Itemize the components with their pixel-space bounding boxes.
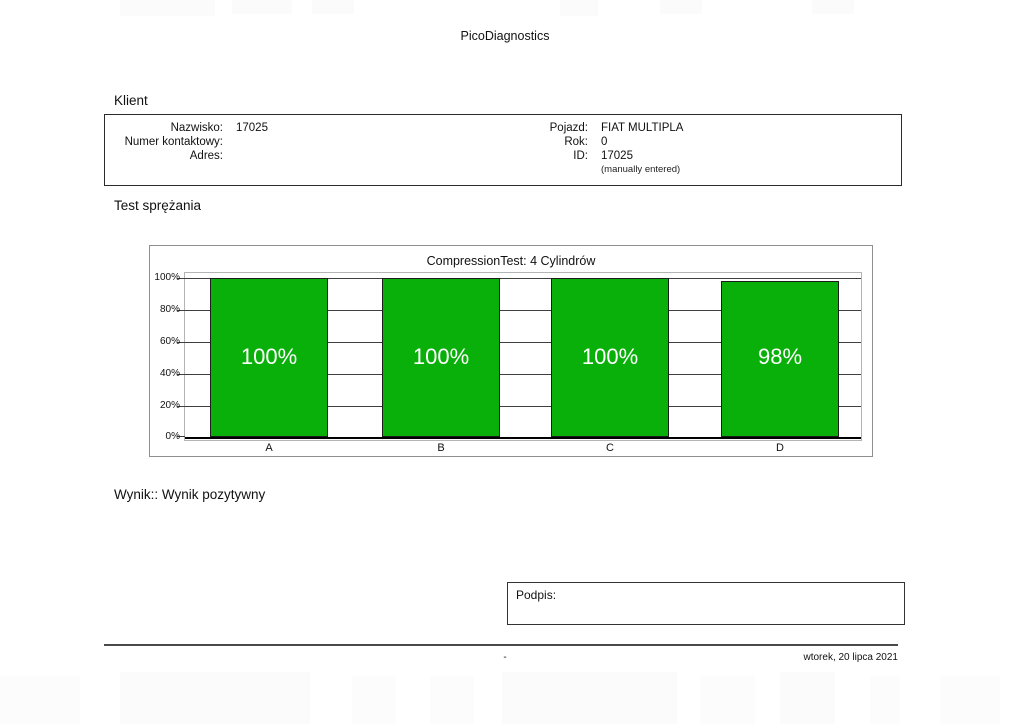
signature-label: Podpis: bbox=[516, 588, 557, 602]
client-info-box: Nazwisko: 17025 Numer kontaktowy: Adres:… bbox=[104, 114, 902, 186]
manual-entry-note: (manually entered) bbox=[601, 164, 681, 175]
field-label: Adres: bbox=[189, 150, 223, 162]
field-value: 17025 bbox=[236, 122, 268, 134]
bar-value-label: 100% bbox=[412, 344, 470, 369]
result-text: Wynik:: Wynik pozytywny bbox=[114, 487, 266, 502]
scan-artifact bbox=[232, 0, 292, 14]
scan-artifact bbox=[312, 0, 354, 14]
scan-artifact bbox=[0, 676, 80, 724]
y-tick-label: 0% bbox=[165, 431, 180, 442]
scan-artifact bbox=[502, 672, 677, 724]
y-tick bbox=[177, 278, 185, 279]
y-tick bbox=[177, 374, 185, 375]
bar-value-label: 98% bbox=[757, 344, 803, 369]
vehicle-info-right: Pojazd: FIAT MULTIPLA Rok: 0 ID: 17025 (… bbox=[501, 121, 901, 181]
gridline-40 bbox=[185, 374, 861, 375]
gridline-80 bbox=[185, 310, 861, 311]
compression-test-chart: CompressionTest: 4 Cylindrów 100% 80% 60… bbox=[149, 245, 873, 457]
y-tick-label: 60% bbox=[159, 336, 180, 347]
y-tick-label: 40% bbox=[159, 368, 180, 379]
scan-artifact bbox=[940, 676, 1000, 724]
report-title: PicoDiagnostics bbox=[460, 29, 550, 43]
scan-artifact bbox=[660, 0, 702, 14]
bar-cylinder-b bbox=[382, 278, 500, 437]
signature-box: Podpis: bbox=[507, 582, 905, 625]
field-value: 17025 bbox=[601, 150, 633, 162]
scan-artifact bbox=[812, 0, 854, 14]
y-tick bbox=[177, 406, 185, 407]
y-tick bbox=[177, 310, 185, 311]
field-label: ID: bbox=[573, 150, 588, 162]
field-value: FIAT MULTIPLA bbox=[601, 122, 684, 134]
footer-divider bbox=[104, 644, 898, 646]
scan-artifact bbox=[120, 0, 215, 16]
gridline-60 bbox=[185, 342, 861, 343]
footer-date: wtorek, 20 lipca 2021 bbox=[803, 652, 898, 663]
footer-page-marker: - bbox=[503, 652, 507, 663]
bar-value-label: 100% bbox=[240, 344, 298, 369]
y-tick bbox=[177, 342, 185, 343]
x-category-label: C bbox=[606, 442, 614, 454]
field-label: Numer kontaktowy: bbox=[124, 136, 223, 148]
scan-artifact bbox=[560, 0, 598, 16]
x-category-label: D bbox=[776, 442, 784, 454]
field-value: 0 bbox=[601, 136, 608, 148]
scan-artifact bbox=[700, 676, 755, 724]
scan-artifact bbox=[780, 672, 835, 724]
scan-artifact bbox=[352, 676, 396, 724]
bar-cylinder-a bbox=[210, 278, 328, 437]
x-category-label: B bbox=[437, 442, 445, 454]
client-info-left: Nazwisko: 17025 Numer kontaktowy: Adres: bbox=[111, 121, 581, 181]
y-tick-label: 80% bbox=[159, 304, 180, 315]
test-section-heading: Test sprężania bbox=[114, 198, 202, 213]
y-tick bbox=[177, 436, 185, 437]
field-label: Nazwisko: bbox=[170, 122, 223, 134]
x-axis-line bbox=[185, 437, 861, 439]
scan-artifact bbox=[430, 676, 474, 724]
field-label: Pojazd: bbox=[549, 122, 588, 134]
y-tick-label: 20% bbox=[159, 400, 180, 411]
scan-artifact bbox=[870, 676, 900, 724]
bar-value-label: 100% bbox=[581, 344, 639, 369]
gridline-100 bbox=[185, 278, 861, 279]
bar-cylinder-c bbox=[551, 278, 669, 437]
x-category-label: A bbox=[265, 442, 273, 454]
chart-title: CompressionTest: 4 Cylindrów bbox=[426, 254, 596, 268]
bar-cylinder-d bbox=[721, 281, 839, 437]
client-section-heading: Klient bbox=[114, 93, 148, 108]
gridline-20 bbox=[185, 406, 861, 407]
scan-artifact bbox=[120, 672, 310, 724]
field-label: Rok: bbox=[564, 136, 588, 148]
y-tick-label: 100% bbox=[154, 272, 180, 283]
